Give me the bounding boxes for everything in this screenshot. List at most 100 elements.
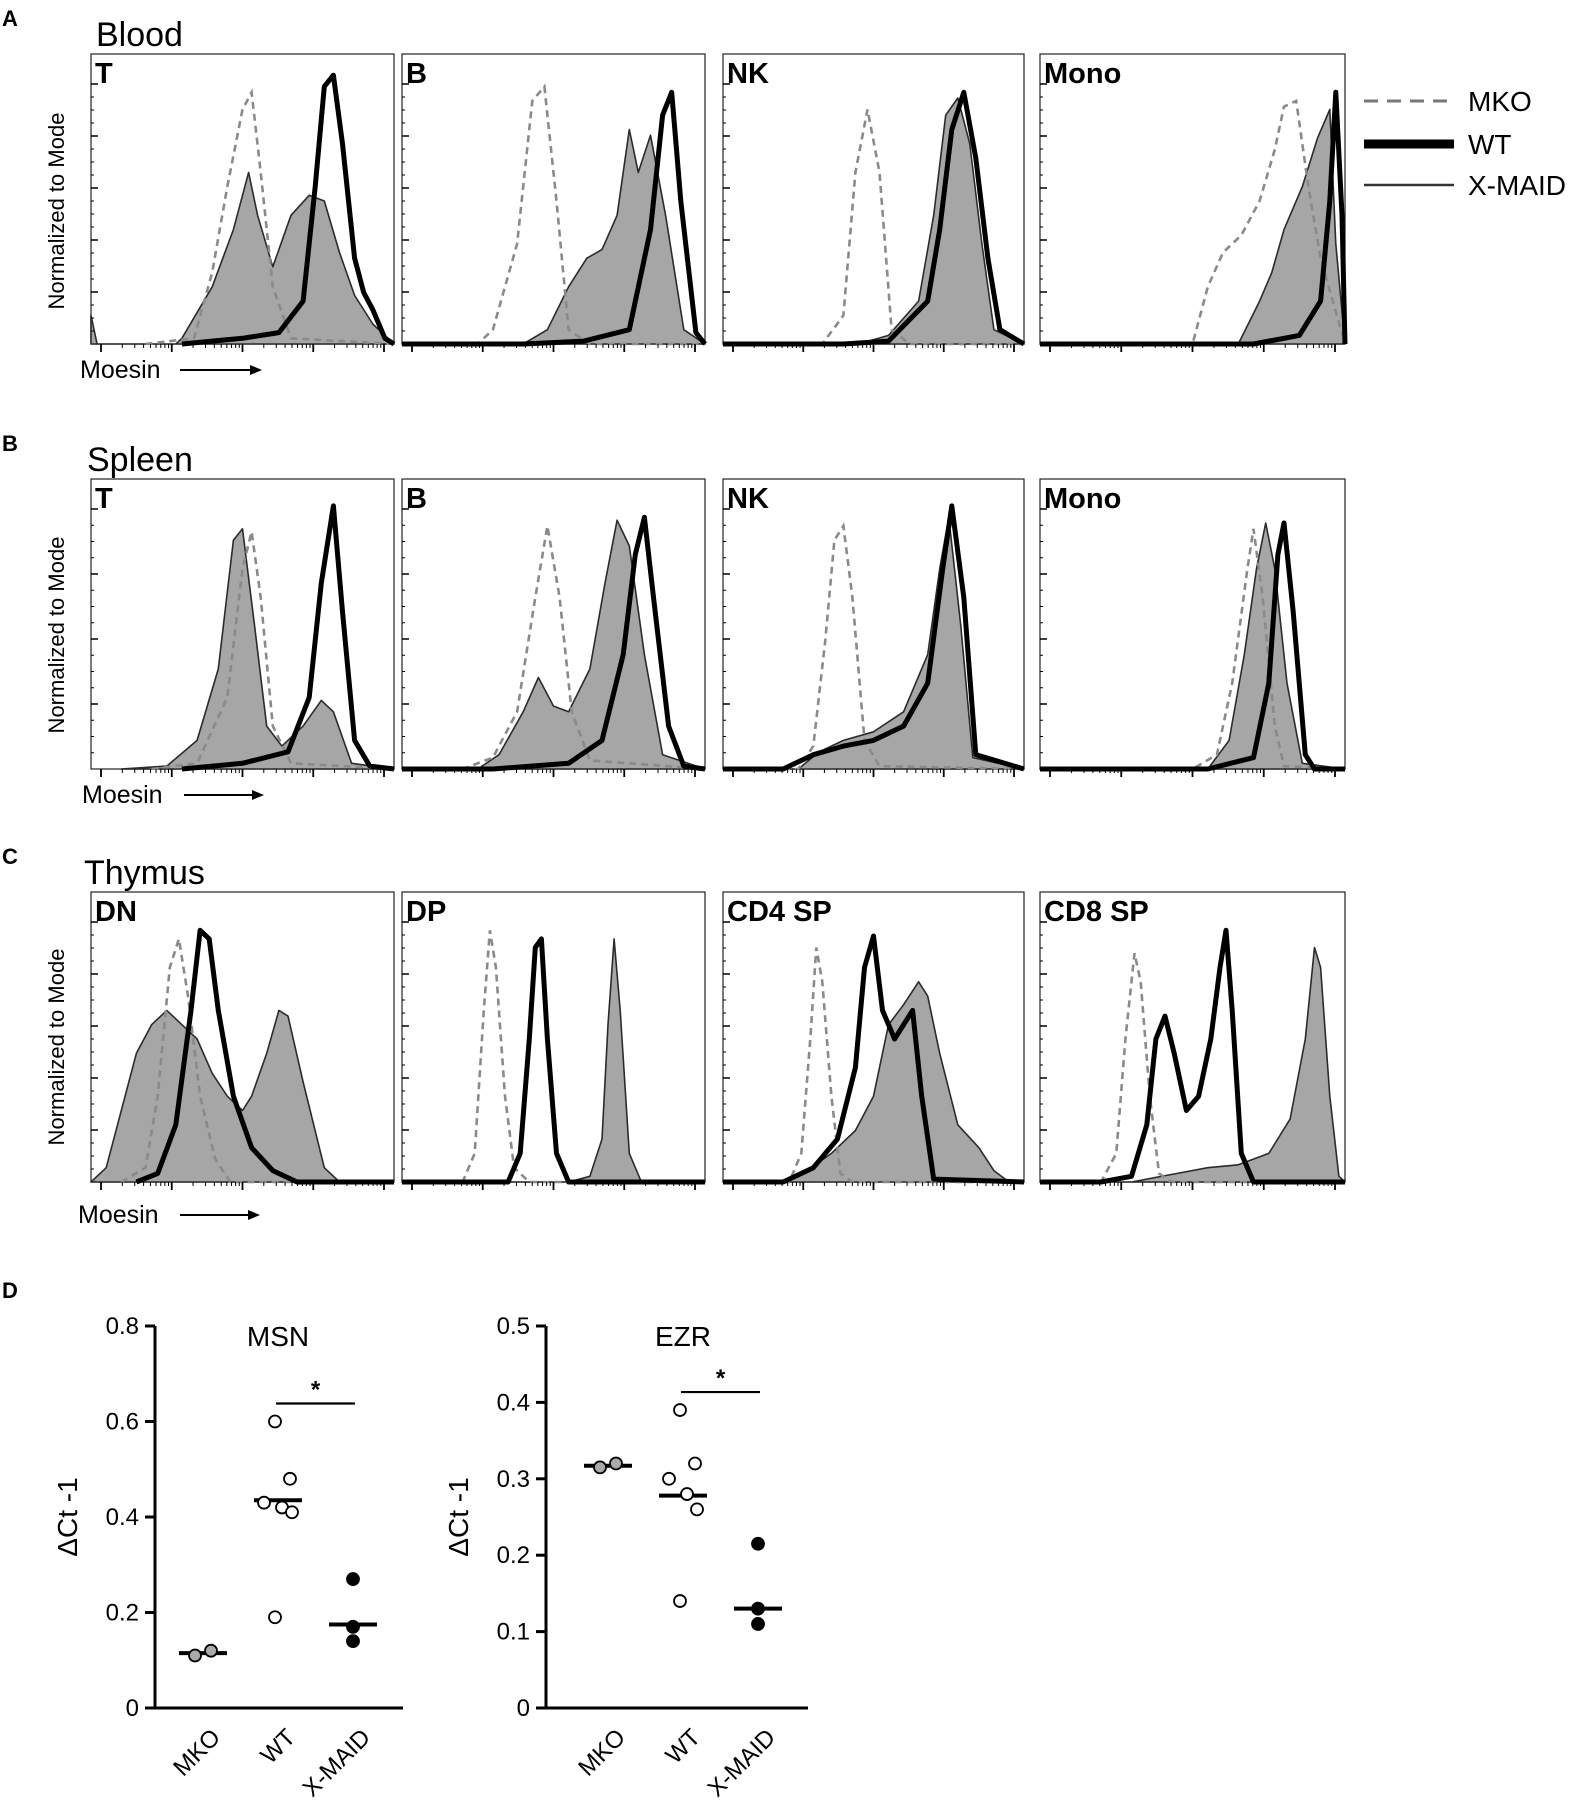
y-tick-label-msn-3: 0.6 — [106, 1409, 139, 1436]
section-b-ylabel: Normalized to Mode — [44, 537, 69, 734]
section-a-xlabel-arrow — [180, 365, 262, 375]
section-c-letter: C — [2, 844, 18, 869]
curve-wt-thymus-cd4-sp — [723, 933, 1025, 1185]
curve-mko-thymus-dp — [402, 930, 705, 1184]
curve-wt-blood-nk — [723, 89, 1026, 347]
histogram-thymus-cd4-sp: CD4 SP — [722, 891, 1025, 1190]
point-ezr-wt-2 — [662, 1471, 676, 1486]
category-label-msn-wt: WT — [255, 1724, 301, 1770]
point-msn-wt-4 — [285, 1505, 299, 1520]
category-label-ezr-mko: MKO — [573, 1724, 631, 1782]
curve-wt-spleen-b — [402, 514, 706, 772]
significance-star-ezr: * — [716, 1365, 726, 1392]
point-msn-wt-1 — [283, 1471, 297, 1486]
curve-x-maid-spleen-mono — [1039, 522, 1346, 770]
curve-x-maid-spleen-t — [120, 528, 395, 770]
section-b-title: Spleen — [87, 441, 193, 479]
category-label-ezr-x-maid: X-MAID — [702, 1724, 780, 1802]
panel-label-spleen-t: T — [95, 483, 113, 515]
section-b-xlabel: Moesin — [82, 781, 163, 809]
y-tick-label-msn-1: 0.2 — [106, 1600, 139, 1627]
section-c-ylabel: Normalized to Mode — [44, 949, 69, 1146]
histogram-blood-nk: NK — [722, 53, 1026, 352]
curve-wt-blood-t — [181, 72, 396, 347]
curve-mko-blood-mono — [1040, 98, 1347, 346]
histogram-blood-t: T — [90, 53, 396, 352]
panel-label-spleen-nk: NK — [727, 483, 769, 515]
y-tick-label-ezr-3: 0.3 — [497, 1466, 530, 1493]
point-ezr-x-maid-1 — [751, 1601, 765, 1616]
curve-x-maid-blood-t — [90, 171, 395, 345]
curve-x-maid-spleen-b — [401, 519, 706, 770]
point-ezr-wt-3 — [680, 1487, 694, 1501]
curve-mko-thymus-cd8-sp — [1040, 952, 1345, 1184]
point-msn-wt-2 — [257, 1495, 271, 1510]
curve-mko-spleen-mono — [1040, 528, 1346, 771]
legend-label-mko: MKO — [1468, 86, 1532, 117]
histogram-thymus-cd8-sp: CD8 SP — [1039, 891, 1346, 1190]
y-axis-label-msn: ΔCt -1 — [52, 1477, 83, 1556]
point-ezr-mko-1 — [609, 1456, 623, 1471]
category-label-ezr-wt: WT — [660, 1724, 706, 1770]
curve-mko-blood-b — [402, 83, 705, 346]
point-ezr-x-maid-2 — [751, 1617, 765, 1631]
section-a-title: Blood — [96, 16, 183, 54]
point-ezr-wt-4 — [690, 1502, 704, 1517]
legend-item-wt: WT — [1364, 129, 1512, 160]
section-c-xlabel: Moesin — [78, 1201, 159, 1229]
panel-label-blood-mono: Mono — [1044, 58, 1121, 90]
panel-label-blood-nk: NK — [727, 58, 769, 90]
curve-x-maid-blood-b — [401, 128, 706, 345]
y-tick-label-ezr-1: 0.1 — [497, 1619, 530, 1646]
curve-mko-spleen-b — [402, 525, 706, 771]
point-msn-mko-1 — [204, 1643, 218, 1658]
section-a-letter: A — [2, 6, 18, 31]
legend-item-x-maid: X-MAID — [1364, 170, 1566, 201]
y-tick-label-ezr-2: 0.2 — [497, 1542, 530, 1569]
section-a: A Blood Normalized to Mode Moesin T B NK… — [2, 6, 1348, 384]
y-tick-label-ezr-5: 0.5 — [497, 1313, 530, 1340]
section-c: C Thymus Normalized to Mode Moesin DN DP… — [2, 844, 1346, 1229]
y-tick-label-msn-4: 0.8 — [106, 1313, 139, 1340]
panel-label-spleen-mono: Mono — [1044, 483, 1121, 515]
point-ezr-x-maid-0 — [751, 1536, 765, 1551]
legend-label-wt: WT — [1468, 129, 1512, 160]
legend: MKO WT X-MAID — [1364, 86, 1566, 201]
section-d-letter: D — [2, 1278, 18, 1303]
panel-label-thymus-dp: DP — [406, 896, 446, 928]
legend-label-x-maid: X-MAID — [1468, 170, 1566, 201]
scatter-ezr: 0 0.1 0.2 0.3 0.4 0.5 ΔCt -1 EZR MKO WTX-MAID * — [443, 1313, 808, 1802]
section-c-xlabel-arrow — [180, 1210, 260, 1220]
histogram-spleen-t: T — [90, 478, 395, 777]
y-tick-label-msn-0: 0 — [126, 1695, 139, 1722]
histogram-blood-mono: Mono — [1039, 53, 1348, 352]
curve-wt-thymus-dn — [135, 927, 394, 1185]
curve-x-maid-blood-mono — [1039, 108, 1346, 345]
point-msn-x-maid-1 — [346, 1619, 360, 1634]
panel-label-blood-b: B — [406, 58, 427, 90]
scatter-msn: 0 0.2 0.4 0.6 0.8 ΔCt -1 MSN MKO WTX-MAID * — [52, 1313, 403, 1802]
curve-wt-blood-mono — [1040, 89, 1348, 347]
panel-label-thymus-dn: DN — [95, 896, 137, 928]
y-tick-label-msn-2: 0.4 — [106, 1504, 139, 1531]
section-b: B Spleen Normalized to Mode Moesin T B N… — [2, 431, 1346, 809]
panel-frame-spleen-mono — [1039, 478, 1346, 770]
point-ezr-mko-0 — [593, 1460, 607, 1475]
curve-mko-blood-nk — [723, 109, 1024, 346]
significance-star-msn: * — [311, 1377, 321, 1404]
curve-mko-thymus-dn — [120, 938, 394, 1184]
curve-wt-thymus-dp — [402, 936, 705, 1185]
category-label-msn-x-maid: X-MAID — [297, 1724, 375, 1802]
point-msn-wt-0 — [268, 1414, 282, 1429]
section-a-ylabel: Normalized to Mode — [44, 113, 69, 310]
point-msn-x-maid-2 — [346, 1634, 360, 1649]
curve-wt-spleen-mono — [1040, 520, 1345, 772]
panel-label-thymus-cd4-sp: CD4 SP — [727, 896, 832, 928]
section-c-title: Thymus — [84, 854, 205, 892]
curve-wt-spleen-nk — [723, 503, 1025, 772]
chart-title-ezr: EZR — [655, 1321, 711, 1352]
y-axis-label-ezr: ΔCt -1 — [443, 1477, 474, 1556]
y-tick-label-ezr-0: 0 — [517, 1695, 530, 1722]
